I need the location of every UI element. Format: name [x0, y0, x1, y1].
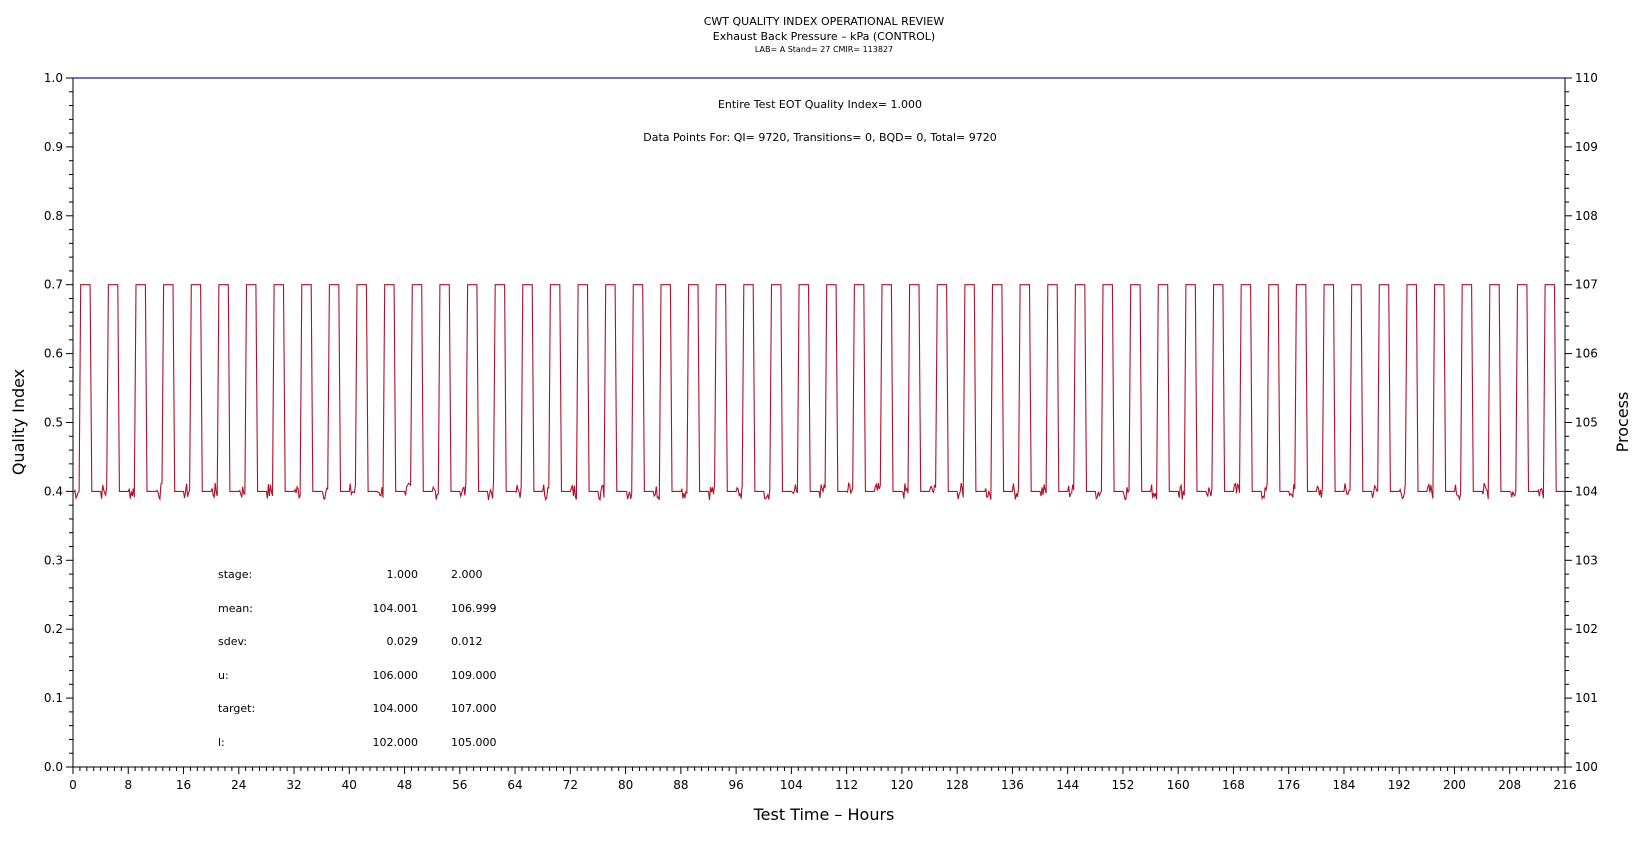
x-tick-label: 8: [124, 778, 132, 792]
y-axis-left: 0.0 0.1 0.2 0.3 0.4 0.5 0.6 0.7 0.8 0.9 1.0: [44, 71, 73, 774]
y-left-tick-label: 0.2: [44, 622, 63, 636]
stats-row-stage2-value: 105.000: [451, 736, 497, 749]
y-right-tick-label: 105: [1575, 416, 1598, 430]
data-points-annotation: Data Points For: QI= 9720, Transitions= …: [643, 131, 997, 144]
x-tick-label: 72: [563, 778, 578, 792]
x-tick-label: 136: [1001, 778, 1024, 792]
series-layer: [72, 77, 1565, 502]
stats-row-stage2-value: 109.000: [451, 669, 497, 682]
x-tick-label: 88: [673, 778, 688, 792]
y-right-tick-label: 110: [1575, 71, 1598, 85]
stats-row-label: mean:: [218, 602, 253, 615]
y-right-tick-label: 106: [1575, 347, 1598, 361]
y-left-tick-label: 0.9: [44, 140, 63, 154]
qi-annotation: Entire Test EOT Quality Index= 1.000: [718, 98, 922, 111]
x-tick-label: 40: [342, 778, 357, 792]
x-tick-label: 144: [1056, 778, 1079, 792]
stats-row-stage1-value: 104.001: [373, 602, 419, 615]
y-right-tick-label: 102: [1575, 622, 1598, 636]
y-right-tick-label: 109: [1575, 140, 1598, 154]
y-left-tick-label: 0.4: [44, 484, 63, 498]
stats-row-stage1-value: 102.000: [373, 736, 419, 749]
stats-row-stage2-value: 0.012: [451, 635, 483, 648]
x-tick-label: 120: [890, 778, 913, 792]
x-tick-label: 176: [1277, 778, 1300, 792]
x-tick-label: 112: [835, 778, 858, 792]
y-right-tick-label: 107: [1575, 278, 1598, 292]
x-tick-label: 208: [1498, 778, 1521, 792]
chart-subtitle-lab: LAB= A Stand= 27 CMIR= 113827: [755, 45, 893, 54]
y-left-tick-label: 0.5: [44, 416, 63, 430]
stats-row-stage1-value: 104.000: [373, 702, 419, 715]
stats-table: stage: 1.000 2.000 mean: 104.001 106.999 sdev:…: [218, 568, 497, 749]
process-series-line: [72, 284, 1565, 502]
stats-row-label: stage:: [218, 568, 252, 581]
stats-row-label: l:: [218, 736, 225, 749]
x-tick-label: 104: [780, 778, 803, 792]
chart-subtitle: Exhaust Back Pressure – kPa (CONTROL): [713, 30, 935, 43]
stats-row-stage1-value: 1.000: [387, 568, 419, 581]
y-left-tick-label: 0.7: [44, 278, 63, 292]
x-tick-label: 64: [507, 778, 522, 792]
y-left-tick-label: 0.1: [44, 691, 63, 705]
x-tick-label: 200: [1443, 778, 1466, 792]
stats-row-stage2-value: 106.999: [451, 602, 497, 615]
x-tick-label: 192: [1388, 778, 1411, 792]
x-tick-label: 0: [69, 778, 77, 792]
chart-title: CWT QUALITY INDEX OPERATIONAL REVIEW: [704, 15, 945, 28]
x-tick-label: 160: [1167, 778, 1190, 792]
stats-row-stage1-value: 106.000: [373, 669, 419, 682]
y-axis-left-label: Quality Index: [9, 369, 28, 475]
x-tick-label: 48: [397, 778, 412, 792]
x-tick-label: 56: [452, 778, 467, 792]
y-left-tick-label: 0.3: [44, 553, 63, 567]
x-axis-label: Test Time – Hours: [753, 805, 895, 824]
x-tick-label: 16: [176, 778, 191, 792]
stats-row-stage1-value: 0.029: [387, 635, 419, 648]
x-tick-label: 128: [946, 778, 969, 792]
y-right-tick-label: 100: [1575, 760, 1598, 774]
y-right-tick-label: 103: [1575, 553, 1598, 567]
y-right-tick-label: 101: [1575, 691, 1598, 705]
x-tick-label: 216: [1554, 778, 1577, 792]
stats-row-label: sdev:: [218, 635, 247, 648]
y-right-tick-label: 104: [1575, 484, 1598, 498]
stats-row-stage2-value: 2.000: [451, 568, 483, 581]
x-tick-label: 96: [728, 778, 743, 792]
y-left-tick-label: 1.0: [44, 71, 63, 85]
stats-row-label: target:: [218, 702, 255, 715]
y-left-tick-label: 0.6: [44, 347, 63, 361]
y-right-tick-label: 108: [1575, 209, 1598, 223]
x-tick-label: 32: [286, 778, 301, 792]
y-left-tick-label: 0.0: [44, 760, 63, 774]
y-axis-right-label: Process: [1613, 392, 1632, 453]
x-tick-label: 168: [1222, 778, 1245, 792]
stats-row-stage2-value: 107.000: [451, 702, 497, 715]
x-tick-label: 184: [1333, 778, 1356, 792]
plot-frame: [72, 77, 1566, 768]
y-left-tick-label: 0.8: [44, 209, 63, 223]
stats-row-label: u:: [218, 669, 229, 682]
x-axis: 0 8 16 24 32 40 48 56 64 72 80 88 96 104 112 120 128 136 1…: [69, 767, 1576, 792]
x-tick-label: 80: [618, 778, 633, 792]
y-axis-right: 100 101 102 103 104 105 106 107 108 109 110: [1565, 71, 1598, 774]
x-tick-label: 24: [231, 778, 246, 792]
x-tick-label: 152: [1111, 778, 1134, 792]
